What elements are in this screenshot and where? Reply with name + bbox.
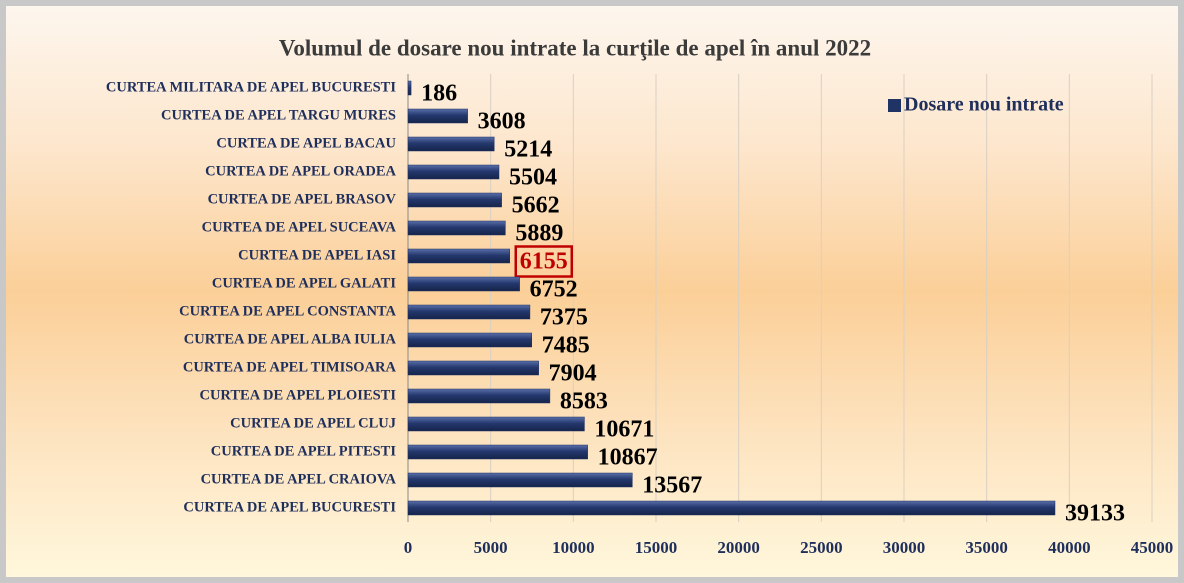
x-tick-label: 20000 xyxy=(717,538,760,557)
y-tick-label: CURTEA DE APEL ALBA IULIA xyxy=(184,331,397,347)
legend-marker xyxy=(888,99,901,112)
bar xyxy=(407,444,588,460)
x-tick-label: 0 xyxy=(404,538,413,557)
value-label: 7904 xyxy=(549,361,597,387)
legend-label: Dosare nou intrate xyxy=(904,94,1064,116)
y-tick-label: CURTEA DE APEL PLOIESTI xyxy=(199,387,396,403)
y-tick-label: CURTEA DE APEL GALATI xyxy=(212,275,396,291)
bar xyxy=(407,416,585,432)
value-label: 186 xyxy=(421,81,457,107)
value-label: 5504 xyxy=(509,165,557,191)
value-label: 8583 xyxy=(560,389,608,415)
y-tick-label: CURTEA MILITARA DE APEL BUCURESTI xyxy=(106,79,396,95)
y-tick-label: CURTEA DE APEL CONSTANTA xyxy=(179,303,396,319)
value-label: 10867 xyxy=(598,445,658,471)
bar xyxy=(407,220,506,236)
y-tick-label: CURTEA DE APEL TIMISOARA xyxy=(183,359,397,375)
value-label: 10671 xyxy=(594,417,654,443)
highlight-box xyxy=(514,245,574,278)
x-tick-label: 40000 xyxy=(1048,538,1091,557)
bar xyxy=(407,332,533,348)
value-label: 5214 xyxy=(504,137,552,163)
x-tick-label: 30000 xyxy=(883,538,926,557)
y-tick-label: CURTEA DE APEL CLUJ xyxy=(230,415,396,431)
y-tick-label: CURTEA DE APEL IASI xyxy=(238,247,396,263)
bar xyxy=(407,360,539,376)
y-tick-label: CURTEA DE APEL ORADEA xyxy=(205,163,396,179)
value-label: 3608 xyxy=(478,109,526,135)
bar xyxy=(407,388,551,404)
value-label: 7485 xyxy=(542,333,590,359)
value-label: 5662 xyxy=(512,193,560,219)
y-tick-label: CURTEA DE APEL PITESTI xyxy=(211,443,397,459)
bar xyxy=(407,164,500,180)
value-label: 7375 xyxy=(540,305,588,331)
chart-title: Volumul de dosare nou intrate la curţile… xyxy=(279,35,871,60)
x-tick-label: 15000 xyxy=(635,538,678,557)
y-tick-label: CURTEA DE APEL BRASOV xyxy=(208,191,397,207)
value-label: 5889 xyxy=(515,221,563,247)
x-tick-label: 5000 xyxy=(474,538,508,557)
value-label: 39133 xyxy=(1065,501,1125,527)
value-label: 6752 xyxy=(530,277,578,303)
x-tick-label: 10000 xyxy=(552,538,595,557)
value-label: 6155 xyxy=(520,249,568,275)
bar xyxy=(407,500,1056,516)
x-tick-label: 25000 xyxy=(800,538,843,557)
bar xyxy=(407,108,468,124)
bar xyxy=(407,136,495,152)
x-tick-label: 35000 xyxy=(965,538,1008,557)
bar xyxy=(407,304,531,320)
bar xyxy=(407,472,633,488)
value-label: 13567 xyxy=(642,473,702,499)
bar xyxy=(407,276,520,292)
y-tick-label: CURTEA DE APEL BUCURESTI xyxy=(183,499,396,515)
y-tick-label: CURTEA DE APEL BACAU xyxy=(216,135,396,151)
bar xyxy=(407,192,502,208)
y-tick-label: CURTEA DE APEL CRAIOVA xyxy=(201,471,397,487)
bar xyxy=(407,80,412,96)
y-tick-label: CURTEA DE APEL SUCEAVA xyxy=(202,219,397,235)
bar xyxy=(407,248,511,264)
x-tick-label: 45000 xyxy=(1131,538,1174,557)
y-tick-label: CURTEA DE APEL TARGU MURES xyxy=(161,107,396,123)
